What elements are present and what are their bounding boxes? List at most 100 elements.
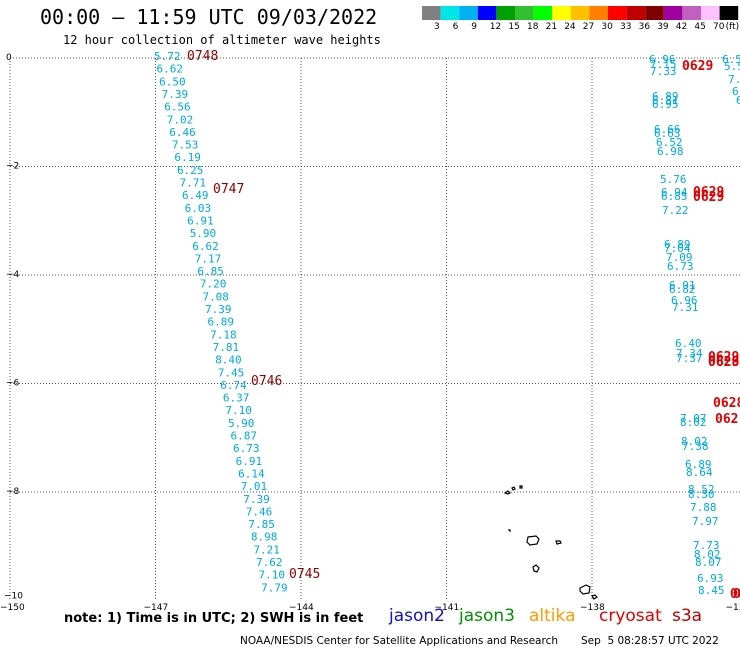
island-shape: [579, 584, 591, 595]
island-outlines: [503, 485, 598, 600]
color-scale-label: 30: [601, 22, 613, 32]
wave-height-value: 6.89: [664, 238, 691, 251]
color-scale-label: 39: [657, 22, 669, 32]
wave-height-value: 7.18: [210, 328, 237, 341]
wave-height-value: 6.14: [238, 467, 265, 480]
pass-time-label: 06: [733, 587, 740, 602]
color-scale-label: 12: [489, 22, 502, 32]
wave-height-value: 7.07: [680, 412, 707, 425]
island-shape: [507, 529, 511, 533]
color-swatch: [589, 6, 608, 20]
wave-height-value: 6.98: [657, 145, 684, 158]
wave-height-value: 8.02: [694, 548, 721, 561]
color-scale-label: 24: [564, 22, 576, 32]
wave-height-value: 5.90: [228, 417, 255, 430]
color-scale-label: 15: [508, 22, 520, 32]
wave-height-value: 6.89: [652, 90, 679, 103]
wave-height-value: 7.81: [213, 341, 240, 354]
pass-time-label: 0628: [708, 355, 739, 370]
color-swatch: [477, 6, 497, 20]
x-tick-label: −147: [144, 603, 169, 610]
wave-height-map: 0 −2 −4 −6 −8 −10−150 −147 −144 −141 −138 −135 5.72…: [0, 49, 740, 610]
island-shape: [519, 485, 523, 489]
pass-time-label: 0745: [289, 567, 320, 582]
legend-item-jason2: jason2: [389, 606, 445, 626]
wave-height-value: 6.85: [661, 190, 688, 203]
wave-height-value: 6.56: [164, 101, 191, 114]
island-shape: [526, 535, 540, 546]
credit-text: NOAA/NESDIS Center for Satellite Applica…: [240, 635, 558, 647]
color-scale-labels: 3 6 9 12 15 18 21 24 27 30 33 36 39 42 45 70 (ft): [422, 20, 740, 34]
wave-height-value: 7.04: [664, 242, 691, 255]
wave-height-value: 6.96: [649, 53, 676, 66]
island-shape: [532, 564, 540, 573]
wave-height-value: 7.39: [243, 493, 270, 506]
island-shape: [503, 490, 512, 495]
pass-time-label: 0748: [187, 49, 218, 64]
color-scale-label: 21: [545, 22, 558, 32]
pass-time-label: 062: [730, 587, 740, 602]
x-tick-label: −135: [726, 603, 740, 610]
y-tick-label: −4: [6, 270, 20, 280]
wave-height-value: 6.89: [208, 316, 235, 329]
pass-time-label: 0629: [693, 190, 724, 205]
wave-height-value: 7.20: [200, 278, 227, 291]
wave-height-value: 8.98: [251, 531, 278, 544]
pass-time-label: 0629: [682, 59, 713, 74]
wave-height-value: 7.85: [248, 518, 275, 531]
wave-height-value: 6.46: [169, 126, 196, 139]
color-swatch: [422, 6, 441, 20]
y-tick-label: −6: [6, 379, 20, 389]
wave-height-value: 8.30: [688, 488, 715, 501]
wave-height-value: 6.: [732, 85, 740, 98]
color-swatch: [608, 6, 627, 20]
color-scale-label: 18: [527, 22, 539, 32]
wave-height-value: 6.91: [187, 214, 214, 227]
wave-height-value: 7.22: [662, 204, 689, 217]
color-swatch: [459, 6, 478, 20]
page-title: 00:00 — 11:59 UTC 09/03/2022: [40, 5, 378, 29]
color-swatch: [496, 6, 515, 20]
color-swatch: [626, 6, 646, 20]
wave-height-value: 6.73: [233, 442, 259, 455]
wave-height-value: 7.15: [650, 58, 677, 71]
pass-time-label: 0629: [708, 350, 739, 365]
x-tick-label: −141: [435, 603, 460, 610]
wave-height-value: 7.62: [256, 556, 283, 569]
wave-height-value: 6.96: [671, 294, 698, 307]
track-3: 6.505.57.86.6: [722, 53, 740, 107]
wave-height-value: 7.88: [690, 501, 717, 514]
wave-height-value: 6.66: [654, 123, 681, 136]
wave-height-value: 6.89: [685, 458, 712, 471]
color-scale-label: 45: [694, 22, 706, 32]
color-scale-label: 36: [638, 22, 651, 32]
wave-height-value: 7.71: [180, 177, 207, 190]
wave-height-value: 5.76: [660, 173, 687, 186]
wave-height-value: 6: [736, 94, 740, 107]
y-tick-label: −8: [6, 487, 20, 497]
units-note: note: 1) Time is in UTC; 2) SWH is in fe…: [64, 611, 364, 626]
wave-height-value: 7.01: [241, 480, 268, 493]
pass-time-label: 0628: [713, 396, 740, 411]
wave-height-value: 6.37: [223, 392, 250, 405]
color-scale-label: 6: [452, 22, 459, 32]
y-tick-label: −2: [6, 162, 19, 172]
wave-height-value: 7.53: [172, 139, 199, 152]
wave-height-value: 5.90: [190, 227, 217, 240]
grid: [9, 57, 740, 600]
color-swatch: [701, 6, 720, 20]
wave-height-value: 6.73: [667, 260, 694, 273]
wave-height-value: 8.52: [688, 483, 715, 496]
wave-height-value: 7.08: [202, 290, 229, 303]
color-scale-label: 33: [620, 22, 632, 32]
wave-height-value: 7.38: [682, 440, 709, 453]
wave-height-value: 7.02: [167, 113, 194, 126]
wave-height-value: 8.64: [686, 466, 713, 479]
wave-height-value: 6.82: [669, 283, 696, 296]
wave-height-value: 7.45: [218, 366, 245, 379]
wave-height-value: 5.72: [154, 50, 181, 63]
color-swatch: [552, 6, 571, 20]
wave-height-value: 6.62: [192, 240, 219, 253]
pass-time-label: 0746: [251, 374, 282, 389]
wave-height-value: 6.63: [654, 127, 681, 140]
